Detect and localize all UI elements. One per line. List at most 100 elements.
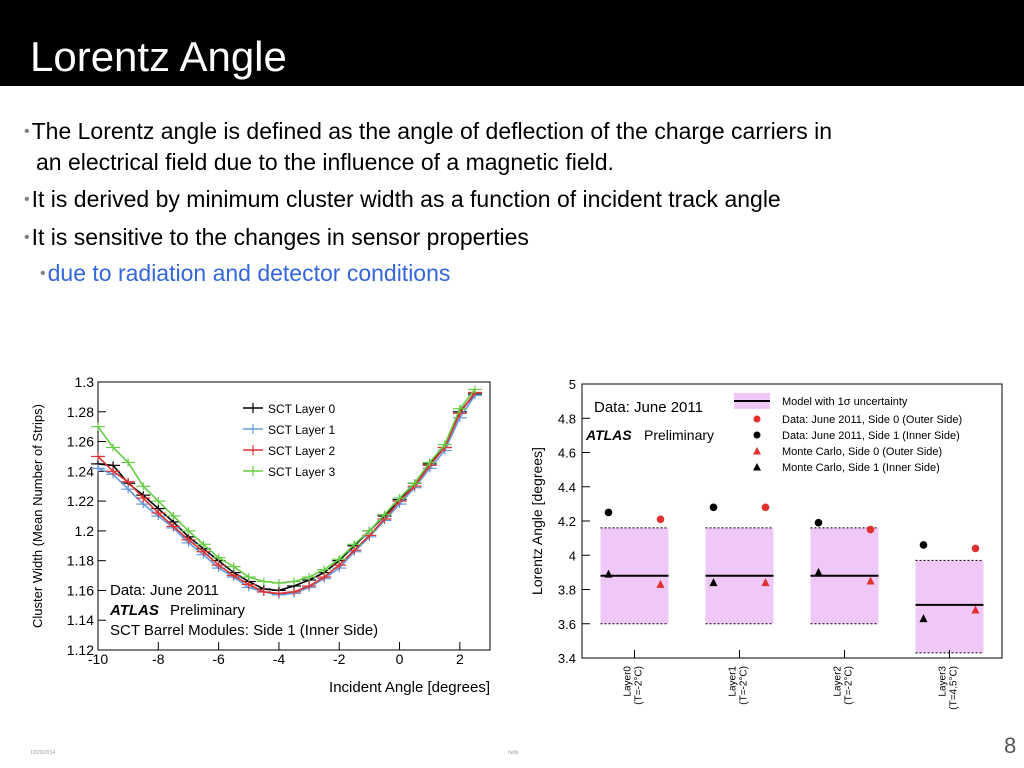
y-tick-label: 1.12 [67,642,94,658]
bullet-3: •It is sensitive to the changes in senso… [24,222,529,253]
x-category-label: Layer0(T=-2°C) [623,666,645,705]
y-tick-label: 4.2 [558,514,576,529]
x-tick-label: -6 [212,651,225,667]
lorentz-angle-chart: 3.4 3.6 3.8 4 4.2 4.4 4.6 4.8 5 Lorentz Angle [de… [529,377,1003,710]
legend-label: SCT Layer 1 [268,423,335,437]
y-tick-label: 4.6 [558,446,576,461]
y-tick-label: 1.14 [67,612,94,628]
x-category-temp: (T=-2°C) [739,666,750,705]
data-marker [919,541,928,549]
footer-date: 10/20/2014 [30,750,56,756]
legend-marker [753,463,761,471]
x-tick-label: -10 [88,651,108,667]
y-tick-label: 4.8 [558,411,576,426]
legend-marker [753,431,761,439]
y-tick-label: 4.4 [558,480,576,495]
y-tick-label: 4 [569,548,576,563]
annotation-preliminary: Preliminary [644,427,714,443]
bullet-2-text: It is derived by minimum cluster width a… [31,186,781,212]
y-tick-label: 1.16 [67,582,94,598]
bullet-dot-icon: • [24,191,30,208]
legend-label: Data: June 2011, Side 1 (Inner Side) [782,430,960,442]
x-category-layer: Layer3 [938,666,949,697]
mc-marker [604,569,613,578]
y-axis-label: Cluster Width (Mean Number of Strips) [30,404,45,628]
x-axis-label: Incident Angle [degrees] [329,679,490,696]
data-marker [814,518,823,527]
x-category-temp: (T=-2°C) [844,666,855,705]
mc-marker [709,578,718,587]
slide-title: Lorentz Angle [30,33,287,80]
x-category-label: Layer2(T=-2°C) [833,666,855,705]
x-category-label: Layer3(T=4.5°C) [938,666,960,710]
cluster-width-chart: -10 -8 -6 -4 -2 0 2 1.12 1.14 1.16 1.18 1.2 1.22 1.24… [30,374,491,696]
annotation-atlas: ATLAS [585,427,632,443]
x-category-layer: Layer1 [728,666,739,697]
data-marker [761,503,770,512]
x-category-layer: Layer2 [833,666,844,697]
bullet-dot-icon: • [24,229,30,246]
data-marker [709,503,718,512]
x-tick-label: -2 [333,651,346,667]
data-marker [656,515,665,524]
y-tick-label: 5 [569,377,576,392]
y-tick-label: 1.26 [67,434,94,450]
y-tick-label: 3.6 [558,617,576,632]
data-marker [604,508,613,517]
x-category-temp: (T=4.5°C) [949,666,960,710]
x-category-layer: Layer0 [623,666,634,697]
annotation-preliminary: Preliminary [170,602,246,619]
legend-label: Data: June 2011, Side 0 (Outer Side) [782,414,962,426]
model-band [915,560,984,653]
y-tick-label: 3.8 [558,583,576,598]
legend-label: Model with 1σ uncertainty [782,396,908,408]
mc-marker [866,576,875,585]
mc-marker [761,578,770,587]
y-axis-label: Lorentz Angle [degrees] [529,447,545,595]
page-number: 8 [1004,733,1017,758]
legend-label: SCT Layer 2 [268,444,335,458]
legend-label: Monte Carlo, Side 0 (Outer Side) [782,446,942,458]
y-tick-label: 1.18 [67,553,94,569]
annotation-data: Data: June 2011 [594,399,703,416]
y-tick-label: 1.2 [75,523,95,539]
mc-marker [919,614,928,623]
x-category-temp: (T=-2°C) [634,666,645,705]
title-bar [0,0,1024,86]
bullet-3-text: It is sensitive to the changes in sensor… [31,224,529,250]
annotation-data: Data: June 2011 [110,582,219,599]
bullet-dot-icon: • [24,123,30,140]
x-category-label: Layer1(T=-2°C) [728,666,750,705]
x-tick-label: 0 [396,651,404,667]
series-line [97,391,476,595]
bullet-dot-icon: • [40,265,46,282]
y-tick-label: 1.3 [75,374,95,390]
y-tick-label: 1.28 [67,404,94,420]
bullet-2: •It is derived by minimum cluster width … [24,184,781,215]
x-tick-label: 2 [456,651,464,667]
x-tick-label: -4 [273,651,286,667]
sub-bullet-text: due to radiation and detector conditions [47,260,451,286]
legend-label: SCT Layer 3 [268,465,335,479]
footer-text: hello [508,750,519,756]
mc-marker [814,567,823,576]
series-line [97,394,476,596]
legend-marker [753,415,761,423]
legend-marker [753,447,761,455]
sub-bullet: •due to radiation and detector condition… [40,258,450,289]
y-tick-label: 1.24 [67,463,94,479]
mc-marker [656,579,665,588]
series-line [97,388,476,584]
mc-marker [971,605,980,614]
annotation-modules: SCT Barrel Modules: Side 1 (Inner Side) [110,622,378,639]
bullet-1: •The Lorentz angle is defined as the ang… [24,116,832,147]
bullet-1-line-1: The Lorentz angle is defined as the angl… [31,118,832,144]
x-tick-label: -8 [152,651,165,667]
y-tick-label: 1.22 [67,493,94,509]
legend-label: Monte Carlo, Side 1 (Inner Side) [782,462,940,474]
y-tick-label: 3.4 [558,651,576,666]
annotation-atlas: ATLAS [109,602,159,619]
data-marker [866,525,875,534]
data-marker [971,544,980,553]
bullet-1-line-2: an electrical field due to the influence… [36,149,614,175]
